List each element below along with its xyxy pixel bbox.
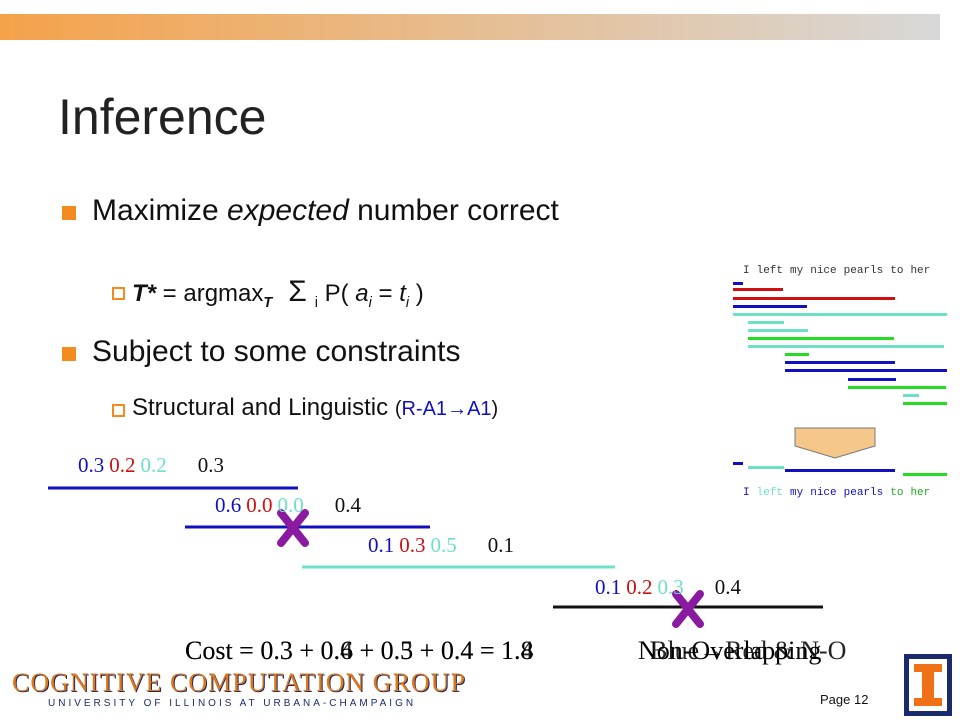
score: 0.2 (140, 453, 167, 477)
text: ( (394, 398, 402, 420)
word: her (910, 487, 931, 499)
score-row: 0.1 0.2 0.3 0.4 (595, 575, 741, 600)
illinois-logo (904, 654, 952, 716)
top-bar (0, 14, 940, 40)
cost: Cost = 0.3 + 0.4 + 0.3 + 0.4 = 1.4 (185, 636, 534, 665)
bullet-marker (62, 347, 76, 361)
text: = argmax (156, 280, 264, 307)
text: expected (227, 194, 349, 227)
score: 0.1 (595, 575, 622, 599)
score: 0.1 (368, 533, 395, 557)
word: pearls (843, 265, 884, 277)
score: 0.3 (399, 533, 426, 557)
word: I (743, 487, 750, 499)
text: ) (415, 280, 424, 307)
group-name: COGNITIVE COMPUTATION GROUP (12, 668, 466, 697)
word: left (756, 487, 784, 499)
sub-bullet-marker (112, 287, 125, 300)
text: Σ (288, 275, 307, 308)
text: = (378, 280, 393, 307)
text: a (355, 280, 369, 307)
university: UNIVERSITY OF ILLINOIS AT URBANA-CHAMPAI… (48, 698, 417, 709)
score-row: 0.3 0.2 0.2 0.3 (78, 453, 224, 478)
score: 0.5 (430, 533, 457, 557)
score: 0.1 (487, 533, 514, 557)
bullet: Maximize expected number correct (92, 194, 559, 228)
bullet-marker (62, 206, 76, 220)
score: 0.2 (109, 453, 136, 477)
text: R-A1 (401, 398, 448, 420)
note: Non-Overlapping (638, 636, 822, 665)
text: T (263, 294, 273, 311)
text: → (447, 398, 468, 420)
word: to (890, 487, 904, 499)
text: i (405, 294, 410, 311)
text: t (399, 280, 406, 307)
sub-bullet-marker (112, 404, 125, 417)
score: 0.0 (277, 493, 304, 517)
bullet: Subject to some constraints (92, 335, 461, 368)
score-row: 0.1 0.3 0.5 0.1 (368, 533, 514, 558)
diagram-bars (733, 282, 947, 476)
text: ) (491, 398, 499, 420)
score: 0.2 (626, 575, 653, 599)
text: Structural and Linguistic (132, 394, 389, 421)
note: Blue→Red & N-O (650, 636, 847, 665)
text: i (314, 294, 318, 311)
page-number: Page 12 (820, 692, 869, 707)
score: 0.4 (334, 493, 361, 517)
title: Inference (58, 89, 267, 145)
score: 0.3 (78, 453, 105, 477)
text: T* (132, 280, 156, 307)
word: I (743, 265, 750, 277)
word: nice (810, 487, 837, 499)
score: 0.4 (714, 575, 741, 599)
word: her (910, 265, 931, 277)
x-marks (277, 509, 704, 628)
cost: Cost = 0.3 + 0.6 + 0.5 + 0.4 = 1.8 (185, 636, 534, 665)
text: Maximize (92, 194, 228, 227)
constraint: Structural and Linguistic (R-A1→A1) (132, 394, 498, 422)
text: i (368, 294, 372, 311)
text: P( (324, 280, 349, 307)
score: 0.3 (197, 453, 224, 477)
word: to (890, 265, 904, 277)
word: my (790, 265, 804, 277)
text: number correct (348, 194, 559, 227)
word: left (756, 265, 784, 277)
score: 0.3 (657, 575, 684, 599)
word: pearls (843, 487, 884, 499)
word: nice (810, 265, 837, 277)
score: 0.0 (246, 493, 273, 517)
score: 0.6 (215, 493, 242, 517)
score-row: 0.6 0.0 0.0 0.4 (215, 493, 361, 518)
word: my (790, 487, 804, 499)
text: A1 (467, 398, 492, 420)
